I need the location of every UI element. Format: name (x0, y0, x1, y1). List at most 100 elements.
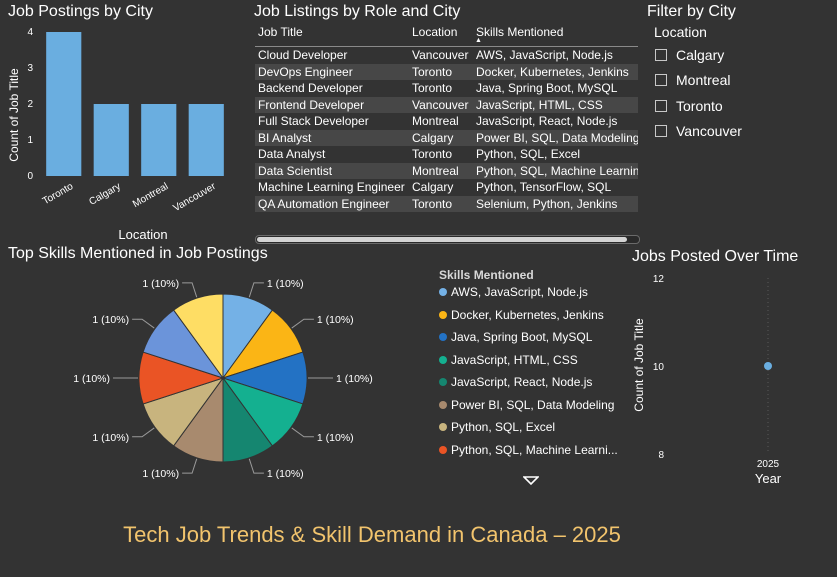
slicer-option-toronto[interactable]: Toronto (655, 93, 742, 119)
legend-item[interactable]: JavaScript, React, Node.js (439, 371, 618, 394)
slicer-option-vancouver[interactable]: Vancouver (655, 119, 742, 145)
table-row[interactable]: DevOps Engineer Toronto Docker, Kubernetes… (255, 63, 638, 80)
scatter-point[interactable] (764, 362, 772, 370)
table-row[interactable]: Full Stack Developer Montreal JavaScript, … (255, 113, 638, 130)
cell-skills: Selenium, Python, Jenkins (476, 196, 618, 211)
report-title: Tech Job Trends & Skill Demand in Canada… (123, 522, 621, 547)
cell-job-title: Data Scientist (258, 163, 333, 178)
table-horizontal-scrollbar[interactable] (255, 235, 640, 244)
pie-leader-line (248, 282, 264, 298)
cell-location: Vancouver (412, 97, 469, 112)
cell-job-title: Frontend Developer (258, 97, 365, 112)
bar-y-tick-label: 4 (27, 27, 33, 38)
cell-location: Calgary (412, 180, 454, 194)
legend-swatch (439, 355, 447, 364)
scatter-y-axis-label: Count of Job Title (632, 318, 646, 412)
cell-location: Toronto (412, 64, 453, 79)
table-row[interactable]: BI Analyst Calgary Power BI, SQL, Data Mod… (255, 129, 638, 146)
pie-data-label: 1 (10%) (142, 278, 179, 290)
slicer-option-label: Vancouver (676, 123, 742, 140)
cell-skills: JavaScript, React, Node.js (476, 114, 618, 128)
slicer-option-montreal[interactable]: Montreal (655, 68, 742, 94)
bar-y-tick-label: 1 (27, 135, 33, 146)
checkbox[interactable] (655, 99, 667, 112)
cell-location: Toronto (412, 147, 453, 161)
legend-item[interactable]: Docker, Kubernetes, Jenkins (439, 304, 618, 327)
chevron-down-icon[interactable] (523, 476, 539, 486)
sort-ascending-icon[interactable]: ▲ (475, 37, 482, 44)
pie-leader-line (291, 318, 314, 329)
bar-montreal[interactable] (141, 104, 177, 176)
legend-item[interactable]: Python, SQL, Machine Learni... (439, 439, 618, 462)
legend-title: Skills Mentioned (439, 268, 534, 282)
legend-item[interactable]: Java, Spring Boot, MySQL (439, 326, 618, 349)
pie-leader-line (182, 458, 198, 474)
scatter-x-tick-label: 2025 (757, 459, 780, 470)
cell-skills: AWS, JavaScript, Node.js (476, 48, 613, 62)
pie-data-label: 1 (10%) (92, 432, 129, 444)
cell-skills: Docker, Kubernetes, Jenkins (476, 64, 629, 79)
jobs-over-time-chart[interactable]: Count of Job Title 8 10 12 2025 Year (625, 268, 837, 493)
legend-item[interactable]: AWS, JavaScript, Node.js (439, 281, 618, 304)
cell-location: Calgary (412, 130, 454, 145)
checkbox[interactable] (655, 125, 667, 138)
legend-item[interactable]: Power BI, SQL, Data Modeling (439, 394, 618, 417)
legend-swatch (439, 310, 447, 319)
legend-label: Python, SQL, Excel (451, 420, 556, 435)
column-header-skills[interactable]: Skills Mentioned (476, 25, 564, 39)
table-row[interactable]: Data Analyst Toronto Python, SQL, Excel (255, 146, 638, 163)
city-slicer: Calgary Montreal Toronto Vancouver (655, 42, 742, 144)
legend-swatch (439, 400, 447, 409)
legend-label: JavaScript, HTML, CSS (451, 352, 578, 367)
column-header-location[interactable]: Location (412, 25, 458, 39)
table-row[interactable]: Machine Learning Engineer Calgary Python, … (255, 179, 638, 196)
bar-x-tick-label: Montreal (131, 181, 170, 210)
bar-calgary[interactable] (93, 104, 129, 176)
pie-leader-line (291, 427, 314, 438)
table-row[interactable]: Cloud Developer Vancouver AWS, JavaScript,… (255, 47, 638, 64)
bar-x-tick-label: Vancouver (171, 181, 218, 214)
slicer-option-calgary[interactable]: Calgary (655, 42, 742, 68)
checkbox[interactable] (655, 48, 667, 61)
cell-skills: Java, Spring Boot, MySQL (476, 81, 618, 95)
table-row[interactable]: Backend Developer Toronto Java, Spring Boo… (255, 80, 638, 97)
checkbox[interactable] (655, 74, 667, 87)
legend-swatch (439, 423, 447, 432)
bar-toronto[interactable] (46, 32, 82, 176)
column-header-job-title[interactable]: Job Title (258, 25, 303, 39)
cell-job-title: DevOps Engineer (258, 64, 353, 79)
pie-leader-line (132, 318, 155, 329)
top-skills-pie-chart[interactable]: 1 (10%) 1 (10%) 1 (10%) 1 (10%) 1 (10%) 1 (10… (0, 262, 420, 482)
cell-location: Toronto (412, 196, 453, 211)
scrollbar-thumb[interactable] (257, 237, 627, 242)
scatter-y-tick-label: 12 (653, 274, 665, 285)
bar-y-tick-label: 0 (27, 171, 33, 182)
bar-x-axis-label: Location (118, 227, 167, 242)
bar-y-tick-label: 2 (27, 99, 33, 110)
pie-leader-line (182, 282, 198, 298)
cell-skills: Power BI, SQL, Data Modeling (476, 130, 638, 145)
table-title: Job Listings by Role and City (254, 3, 461, 20)
cell-location: Vancouver (412, 48, 469, 62)
pie-slice[interactable] (172, 293, 224, 380)
job-listings-table[interactable]: Job Title Location Skills Mentioned ▲ Cl… (255, 24, 638, 212)
pie-chart-title: Top Skills Mentioned in Job Postings (8, 245, 268, 262)
bar-y-axis-label: Count of Job Title (7, 68, 21, 162)
slicer-option-label: Toronto (676, 97, 723, 114)
pie-data-label: 1 (10%) (317, 432, 354, 444)
legend-item[interactable]: JavaScript, HTML, CSS (439, 349, 618, 372)
table-row[interactable]: Frontend Developer Vancouver JavaScript, H… (255, 96, 638, 113)
legend-swatch (439, 333, 447, 342)
bar-vancouver[interactable] (188, 104, 224, 176)
legend-item[interactable]: Python, SQL, Excel (439, 416, 618, 439)
cell-skills: JavaScript, HTML, CSS (476, 97, 603, 112)
cell-job-title: QA Automation Engineer (258, 196, 390, 211)
cell-location: Montreal (412, 114, 459, 128)
cell-skills: Python, TensorFlow, SQL (476, 180, 612, 194)
table-row[interactable]: QA Automation Engineer Toronto Selenium, P… (255, 195, 638, 212)
legend-label: Java, Spring Boot, MySQL (451, 330, 593, 345)
job-postings-bar-chart[interactable]: Count of Job Title 0 1 2 3 4 Toronto Calgary Mo… (0, 22, 245, 244)
legend-swatch (439, 288, 447, 297)
table-row[interactable]: Data Scientist Montreal Python, SQL, Machi… (255, 162, 638, 179)
pie-leader-line (248, 458, 264, 474)
